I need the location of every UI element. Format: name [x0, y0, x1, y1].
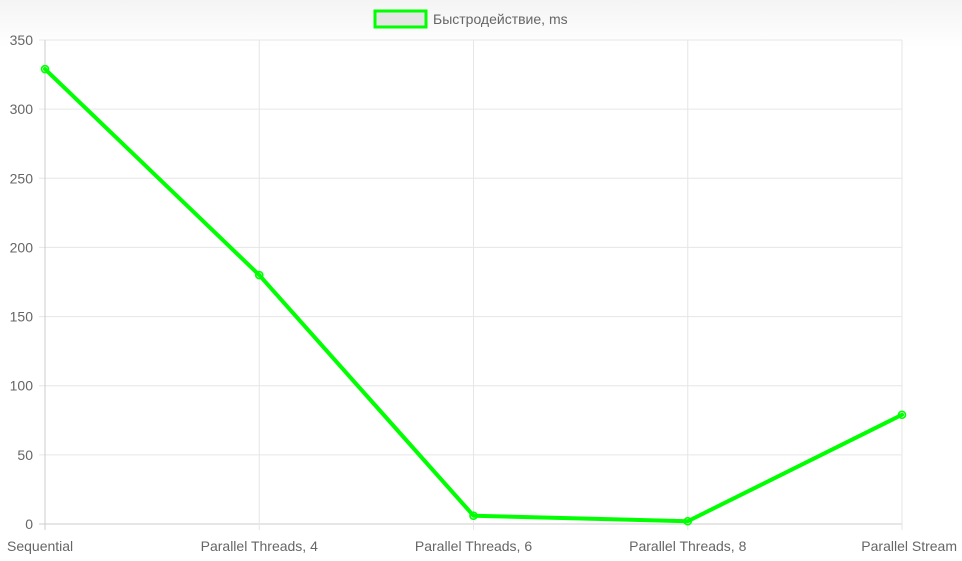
- grid-lines: [39, 39, 903, 530]
- y-tick-label: 50: [17, 447, 33, 463]
- legend-label[interactable]: Быстродействие, ms: [433, 11, 568, 27]
- y-tick-label: 250: [10, 170, 34, 186]
- data-points: [40, 64, 907, 526]
- x-tick-label: Parallel Threads, 6: [415, 538, 532, 554]
- series-line: [43, 67, 904, 524]
- y-tick-label: 350: [10, 32, 34, 48]
- x-tick-label: Sequential: [7, 538, 73, 554]
- data-point[interactable]: [40, 64, 50, 74]
- y-tick-label: 100: [10, 378, 34, 394]
- data-point[interactable]: [683, 516, 693, 526]
- y-tick-label: 300: [10, 101, 34, 117]
- data-point[interactable]: [897, 410, 907, 420]
- y-tick-label: 0: [25, 516, 33, 532]
- y-axis-ticks: 0 50 100 150 200 250 300 350: [10, 32, 34, 532]
- x-axis-ticks: Sequential Parallel Threads, 4 Parallel Th…: [7, 538, 957, 554]
- data-point[interactable]: [254, 270, 264, 280]
- y-tick-label: 150: [10, 309, 34, 325]
- series-lines: [43, 67, 904, 524]
- x-tick-label: Parallel Threads, 4: [201, 538, 318, 554]
- x-tick-label: Parallel Threads, 8: [629, 538, 746, 554]
- legend-swatch[interactable]: [373, 9, 428, 29]
- data-point[interactable]: [469, 511, 478, 521]
- x-tick-label: Parallel Stream: [861, 538, 957, 554]
- y-tick-label: 200: [10, 239, 34, 255]
- legend[interactable]: Быстродействие, ms: [373, 9, 568, 29]
